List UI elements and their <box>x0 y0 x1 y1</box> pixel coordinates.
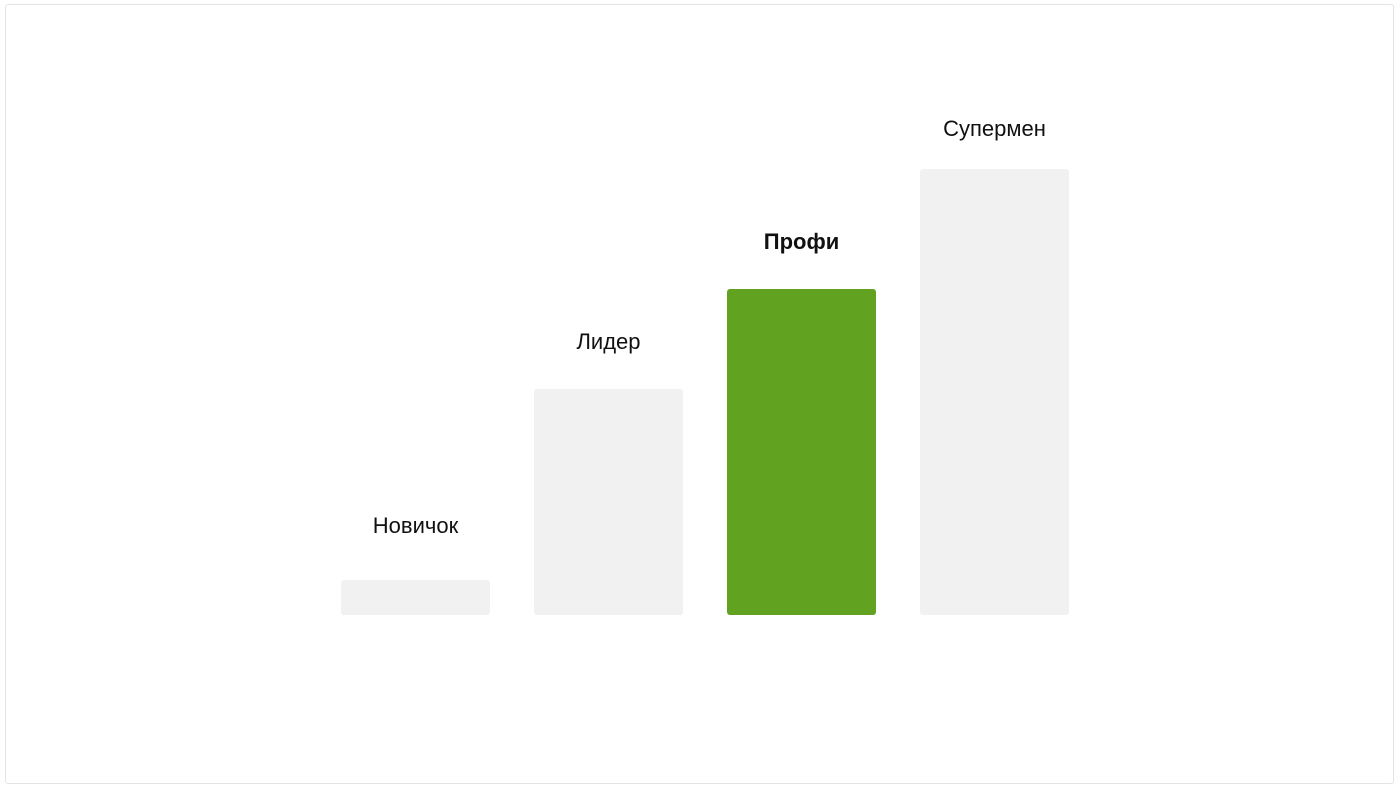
level-bar-current <box>727 289 876 615</box>
level-label-current: Профи <box>763 229 840 254</box>
level-bar <box>534 389 683 615</box>
level-label: Новичок <box>372 513 459 538</box>
level-bar <box>341 580 490 615</box>
level-bar <box>920 169 1069 615</box>
levels-panel: Новичок Лидер Профи Супермен <box>5 4 1394 784</box>
level-label: Лидер <box>576 329 641 354</box>
level-label: Супермен <box>943 116 1046 141</box>
